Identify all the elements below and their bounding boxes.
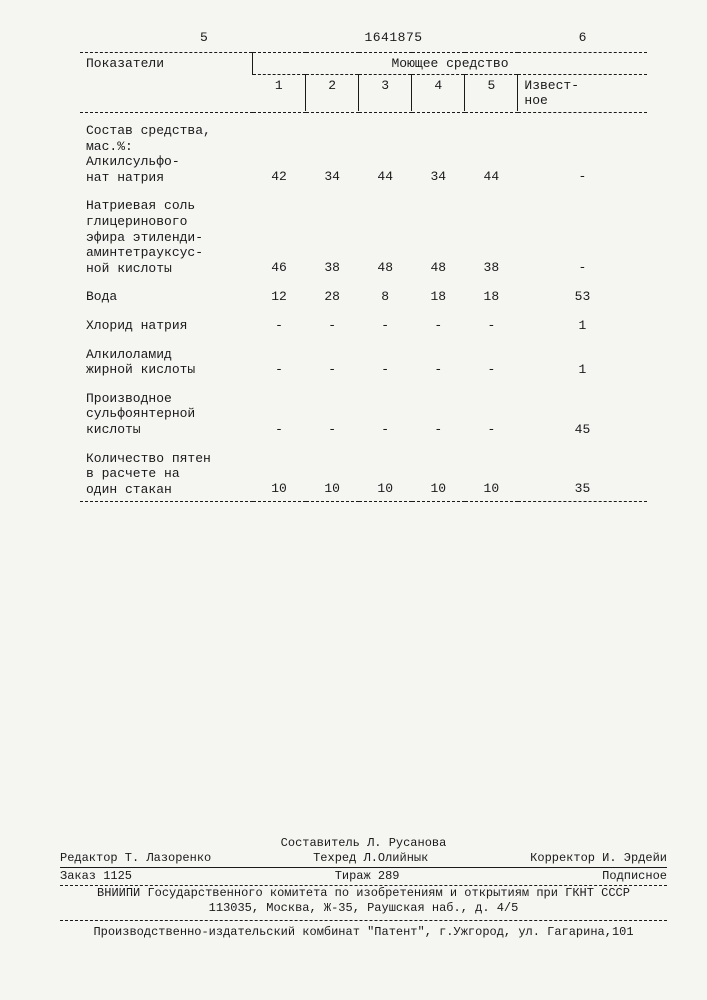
corrector: Корректор И. Эрдейи (530, 851, 667, 866)
cell: - (306, 337, 359, 381)
row-label: Количество пятен в расчете на один стака… (80, 441, 253, 501)
cell: 1 (518, 308, 647, 337)
cell: 10 (412, 441, 465, 501)
cell: - (359, 308, 412, 337)
cell: 48 (412, 188, 465, 279)
cell: 10 (253, 441, 306, 501)
cell: - (465, 308, 518, 337)
cell: 10 (306, 441, 359, 501)
cell: 38 (306, 188, 359, 279)
row-label: Состав средства, мас.%: Алкилсульфо- нат… (80, 113, 253, 189)
table-row: Хлорид натрия-----1 (80, 308, 647, 337)
cell: 44 (359, 113, 412, 189)
table-row: Количество пятен в расчете на один стака… (80, 441, 647, 501)
col-num-left: 5 (200, 30, 208, 45)
group-header: Моющее средство (253, 53, 648, 75)
cell: 10 (359, 441, 412, 501)
cell: 1 (518, 337, 647, 381)
cell: - (253, 381, 306, 441)
cell: - (412, 308, 465, 337)
colophon: Составитель Л. Русанова Редактор Т. Лазо… (60, 836, 667, 940)
page-numbers: 5 1641875 6 (80, 30, 647, 51)
cell: - (518, 188, 647, 279)
table-row: Алкилоламид жирной кислоты-----1 (80, 337, 647, 381)
composition-table: Показатели Моющее средство 1 2 3 4 5 Изв… (80, 51, 647, 502)
cell: - (306, 381, 359, 441)
cell: - (359, 337, 412, 381)
col-5: 5 (465, 75, 518, 112)
cell: 18 (465, 279, 518, 308)
cell: 46 (253, 188, 306, 279)
press: Производственно-издательский комбинат "П… (60, 920, 667, 940)
cell: 34 (412, 113, 465, 189)
cell: - (253, 337, 306, 381)
row-label: Вода (80, 279, 253, 308)
org-address: 113035, Москва, Ж-35, Раушская наб., д. … (60, 901, 667, 916)
compiler: Составитель Л. Русанова (60, 836, 667, 851)
cell: 48 (359, 188, 412, 279)
col-2: 2 (306, 75, 359, 112)
cell: 45 (518, 381, 647, 441)
cell: 18 (412, 279, 465, 308)
organization: ВНИИПИ Государственного комитета по изоб… (60, 886, 667, 901)
cell: - (412, 337, 465, 381)
tirazh: Тираж 289 (335, 869, 400, 884)
col-3: 3 (359, 75, 412, 112)
cell: 44 (465, 113, 518, 189)
row-label: Алкилоламид жирной кислоты (80, 337, 253, 381)
row-label: Хлорид натрия (80, 308, 253, 337)
col-num-right: 6 (579, 30, 587, 45)
cell: 35 (518, 441, 647, 501)
techred: Техред Л.Олийнык (313, 851, 428, 866)
col-4: 4 (412, 75, 465, 112)
col-known: Извест- ное (518, 75, 647, 112)
cell: 34 (306, 113, 359, 189)
cell: - (253, 308, 306, 337)
cell: 12 (253, 279, 306, 308)
cell: 42 (253, 113, 306, 189)
cell: 10 (465, 441, 518, 501)
col-1: 1 (253, 75, 306, 112)
cell: - (306, 308, 359, 337)
row-header: Показатели (80, 53, 253, 112)
cell: - (359, 381, 412, 441)
cell: 8 (359, 279, 412, 308)
table-row: Производное сульфоянтерной кислоты-----4… (80, 381, 647, 441)
table-row: Натриевая соль глицеринового эфира этиле… (80, 188, 647, 279)
patent-number: 1641875 (364, 30, 422, 45)
cell: - (465, 337, 518, 381)
table-row: Вода12288181853 (80, 279, 647, 308)
cell: 53 (518, 279, 647, 308)
cell: 38 (465, 188, 518, 279)
order-number: Заказ 1125 (60, 869, 132, 884)
row-label: Производное сульфоянтерной кислоты (80, 381, 253, 441)
cell: 28 (306, 279, 359, 308)
cell: - (412, 381, 465, 441)
cell: - (465, 381, 518, 441)
table-row: Состав средства, мас.%: Алкилсульфо- нат… (80, 113, 647, 189)
cell: - (518, 113, 647, 189)
editor: Редактор Т. Лазоренко (60, 851, 211, 866)
row-label: Натриевая соль глицеринового эфира этиле… (80, 188, 253, 279)
subscription: Подписное (602, 869, 667, 884)
